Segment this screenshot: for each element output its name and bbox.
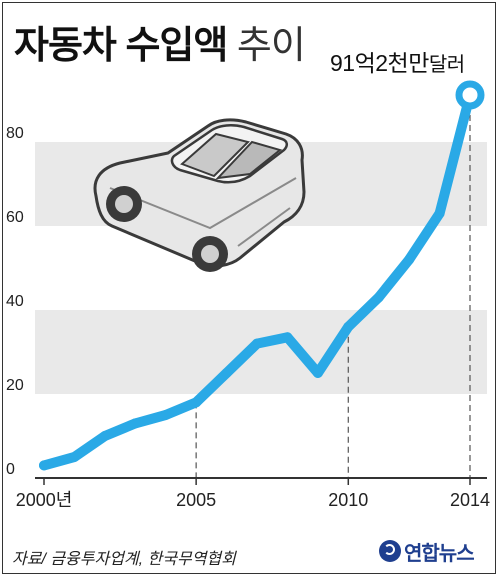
data-point: [252, 338, 262, 349]
chart-title: 자동차 수입액 추이: [14, 14, 306, 69]
data-point: [404, 254, 415, 265]
car-side-line: [109, 177, 297, 230]
car-window-rear: [180, 132, 250, 178]
data-point: [191, 397, 202, 408]
data-point: [130, 418, 141, 429]
x-tick-label: 2010: [328, 490, 368, 510]
x-axis-ticks: 2000년 2005 2010 2014: [16, 478, 490, 510]
y-tick-label: 80: [6, 125, 24, 142]
y-tick-label: 40: [6, 293, 24, 310]
car-illustration: [93, 118, 306, 272]
logo-icon: [379, 540, 401, 562]
data-point: [373, 292, 384, 303]
end-point-marker: [455, 80, 485, 110]
logo-text: 연합뉴스: [404, 542, 475, 565]
x-guide-lines: [195, 94, 471, 478]
data-point: [69, 452, 80, 462]
y-axis-ticks: 0 20 40 60 80: [6, 125, 24, 478]
car-wheel-front: [192, 236, 228, 272]
source-note: 자료/ 금융투자업계, 한국무역협회: [12, 551, 236, 568]
data-point: [39, 460, 49, 471]
title-suffix: 추이: [236, 25, 306, 67]
grid-band-0: [35, 310, 487, 394]
callout-value: 91억2천만: [330, 50, 429, 76]
x-tick-label: 2014: [450, 490, 490, 510]
x-tick-label: 2000년: [16, 490, 73, 510]
car-bumper: [237, 207, 291, 247]
data-point: [160, 410, 171, 420]
data-point: [343, 321, 354, 332]
data-point: [221, 368, 232, 378]
data-point: [282, 332, 293, 343]
chart-frame: [2, 2, 496, 574]
y-tick-label: 0: [6, 461, 15, 478]
data-point: [99, 431, 110, 441]
publisher-logo: 연합뉴스: [379, 538, 475, 565]
y-tick-label: 60: [6, 209, 24, 226]
end-marker: [455, 80, 485, 110]
callout-unit: 달러: [428, 54, 465, 76]
title-main: 자동차 수입액: [14, 25, 228, 67]
car-wheel-rear: [106, 186, 142, 222]
data-point: [434, 208, 445, 219]
x-tick-label: 2005: [176, 490, 216, 510]
latest-value-callout: 91억2천만달러: [330, 44, 465, 78]
car-window-front: [215, 140, 283, 180]
data-point: [312, 368, 323, 378]
y-tick-label: 20: [6, 377, 24, 394]
